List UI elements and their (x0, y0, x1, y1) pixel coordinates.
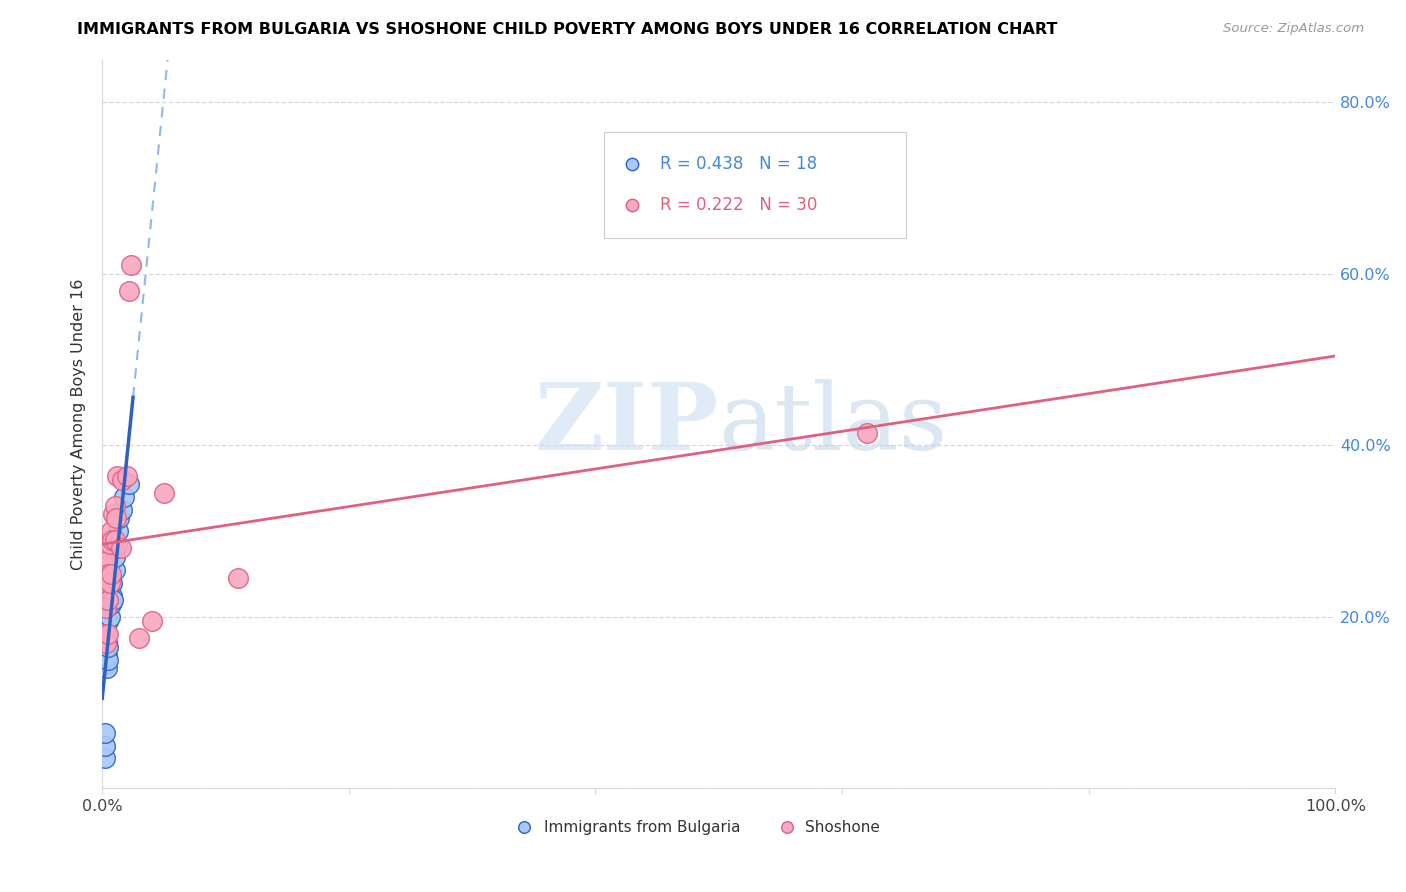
Text: R = 0.222   N = 30: R = 0.222 N = 30 (659, 196, 817, 214)
Point (101, 533, 124, 547)
Point (153, 485, 176, 500)
Point (107, 524, 129, 539)
Point (94, 632, 117, 646)
Text: Shoshone: Shoshone (806, 820, 880, 835)
Point (94, 623, 117, 637)
Text: IMMIGRANTS FROM BULGARIA VS SHOSHONE CHILD POVERTY AMONG BOYS UNDER 16 CORRELATI: IMMIGRANTS FROM BULGARIA VS SHOSHONE CHI… (77, 22, 1057, 37)
Point (93, 558, 115, 573)
Point (621, 95, 644, 110)
Point (105, 468, 128, 483)
Point (101, 575, 124, 590)
Y-axis label: Child Poverty Among Boys Under 16: Child Poverty Among Boys Under 16 (72, 278, 86, 570)
Text: Source: ZipAtlas.com: Source: ZipAtlas.com (1223, 22, 1364, 36)
Point (103, 549, 125, 564)
Text: atlas: atlas (718, 379, 948, 469)
Point (513, 827, 536, 841)
Text: R = 0.438   N = 18: R = 0.438 N = 18 (659, 155, 817, 173)
Point (97, 627, 120, 641)
Point (97, 615, 120, 629)
Point (621, 46, 644, 61)
Point (94, 636, 117, 650)
Point (98, 575, 121, 590)
Point (96, 554, 118, 568)
Point (108, 511, 131, 525)
Point (112, 490, 135, 504)
Point (97, 640, 120, 654)
Point (105, 537, 128, 551)
Point (98, 610, 121, 624)
Point (103, 507, 125, 521)
Point (93, 571, 115, 585)
Point (98, 567, 121, 582)
Point (97, 592, 120, 607)
Point (100, 524, 122, 539)
Point (93, 751, 115, 765)
Point (120, 259, 142, 273)
Point (93, 739, 115, 753)
Point (96, 661, 118, 675)
Point (103, 533, 125, 547)
Point (96, 571, 118, 585)
Point (110, 541, 132, 556)
Point (93, 725, 115, 739)
Point (103, 499, 125, 513)
Point (855, 425, 877, 440)
Point (101, 589, 124, 603)
Point (104, 541, 127, 556)
Point (103, 592, 125, 607)
Point (775, 827, 797, 841)
Point (94, 657, 117, 672)
Point (97, 653, 120, 667)
Point (103, 563, 125, 577)
Point (118, 284, 141, 298)
Point (98, 537, 121, 551)
Point (96, 636, 118, 650)
Point (111, 473, 134, 487)
Point (128, 632, 150, 646)
Point (94, 644, 117, 658)
Point (94, 601, 117, 615)
Text: ZIP: ZIP (534, 379, 718, 469)
Point (97, 567, 120, 582)
Point (97, 592, 120, 607)
Point (104, 511, 127, 525)
Text: Immigrants from Bulgaria: Immigrants from Bulgaria (544, 820, 740, 835)
Point (141, 615, 163, 629)
Point (226, 571, 249, 585)
Point (115, 468, 138, 483)
Point (93, 627, 115, 641)
Point (100, 597, 122, 611)
Point (118, 477, 141, 491)
FancyBboxPatch shape (605, 133, 905, 238)
Point (100, 567, 122, 582)
Point (111, 503, 134, 517)
Point (96, 597, 118, 611)
Point (96, 648, 118, 663)
